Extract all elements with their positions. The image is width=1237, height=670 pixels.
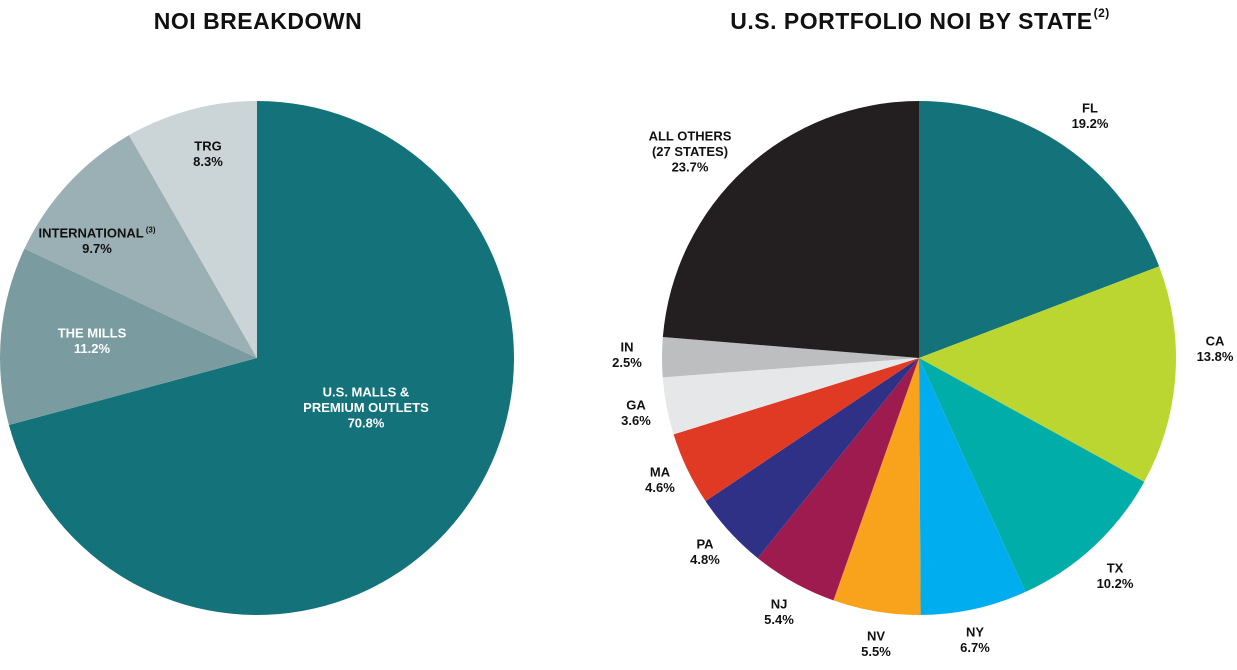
noi-by-state-slice-ma [673,358,919,502]
noi-by-state-label-tx: TX 10.2% [1097,560,1134,591]
chart-title-text: NOI BREAKDOWN [153,8,363,34]
noi-breakdown-label-the-mills: THE MILLS 11.2% [58,325,127,356]
noi-breakdown-value-the-mills: 11.2% [74,341,111,356]
noi-by-state-value-pa: 4.8% [690,552,720,567]
noi-by-state-label-ga: GA 3.6% [621,397,651,428]
noi-by-state-label-ny: NY 6.7% [960,624,990,655]
chart-title-noi-by-state: U.S. PORTFOLIO NOI BY STATE(2) [660,6,1180,35]
noi-breakdown-value-u-s-malls-premium-outlets: 70.8% [348,416,385,431]
noi-by-state-slice-ga [662,358,919,435]
noi-by-state-label-all-others-27-states: ALL OTHERS (27 STATES) 23.7% [649,129,732,175]
noi-breakdown-slice-international [24,135,258,358]
noi-by-state-slice-nv [833,358,921,615]
noi-breakdown-slice-the-mills [0,248,257,426]
noi-by-state-slice-all-others-27-states [662,101,919,358]
noi-by-state-value-nj: 5.4% [764,612,794,627]
noi-by-state-label-nv: NV 5.5% [861,628,891,659]
noi-by-state-slice-fl [919,101,1160,358]
noi-by-state-value-tx: 10.2% [1097,576,1134,591]
noi-by-state-slice-ny [919,358,1026,615]
noi-by-state-slice-tx [919,358,1145,592]
noi-by-state-slice-in [662,337,919,378]
noi-breakdown-value-international: 9.7% [82,241,112,256]
noi-breakdown-value-trg: 8.3% [193,154,223,169]
noi-by-state-value-nv: 5.5% [861,644,891,659]
noi-breakdown-slice-u-s-malls-premium-outlets [8,101,515,615]
noi-breakdown-label-trg: TRG 8.3% [193,138,223,169]
noi-by-state-value-fl: 19.2% [1072,116,1109,131]
slice-labels: U.S. MALLS & PREMIUM OUTLETS 70.8% THE MILL… [39,100,1234,659]
pie-noi-breakdown [0,101,515,615]
noi-breakdown-label-u-s-malls-premium-outlets: U.S. MALLS & PREMIUM OUTLETS 70.8% [303,385,429,431]
noi-by-state-slice-nj [757,358,919,601]
noi-by-state-value-ca: 13.8% [1197,349,1234,364]
chart-title-footnote: (2) [1093,6,1110,20]
noi-by-state-value-ny: 6.7% [960,640,990,655]
noi-by-state-label-ma: MA 4.6% [645,464,675,495]
noi-by-state-value-in: 2.5% [612,355,642,370]
noi-by-state-label-in: IN 2.5% [612,339,642,370]
noi-by-state-label-nj: NJ 5.4% [764,596,794,627]
noi-breakdown-label-international: INTERNATIONAL (3) 9.7% [39,225,156,256]
noi-by-state-label-fl: FL 19.2% [1072,100,1109,131]
noi-by-state-label-pa: PA 4.8% [690,536,720,567]
noi-by-state-label-ca: CA 13.8% [1197,333,1234,364]
noi-by-state-value-ga: 3.6% [621,413,651,428]
noi-by-state-value-ma: 4.6% [645,480,675,495]
noi-by-state-slice-ca [919,266,1177,482]
pie-noi-by-state [662,101,1177,615]
noi-breakdown-slice-trg [128,101,257,358]
noi-by-state-slice-pa [705,358,919,559]
noi-by-state-value-all-others-27-states: 23.7% [672,160,709,175]
chart-title-text: U.S. PORTFOLIO NOI BY STATE [730,8,1093,34]
chart-title-noi-breakdown: NOI BREAKDOWN [0,8,516,35]
